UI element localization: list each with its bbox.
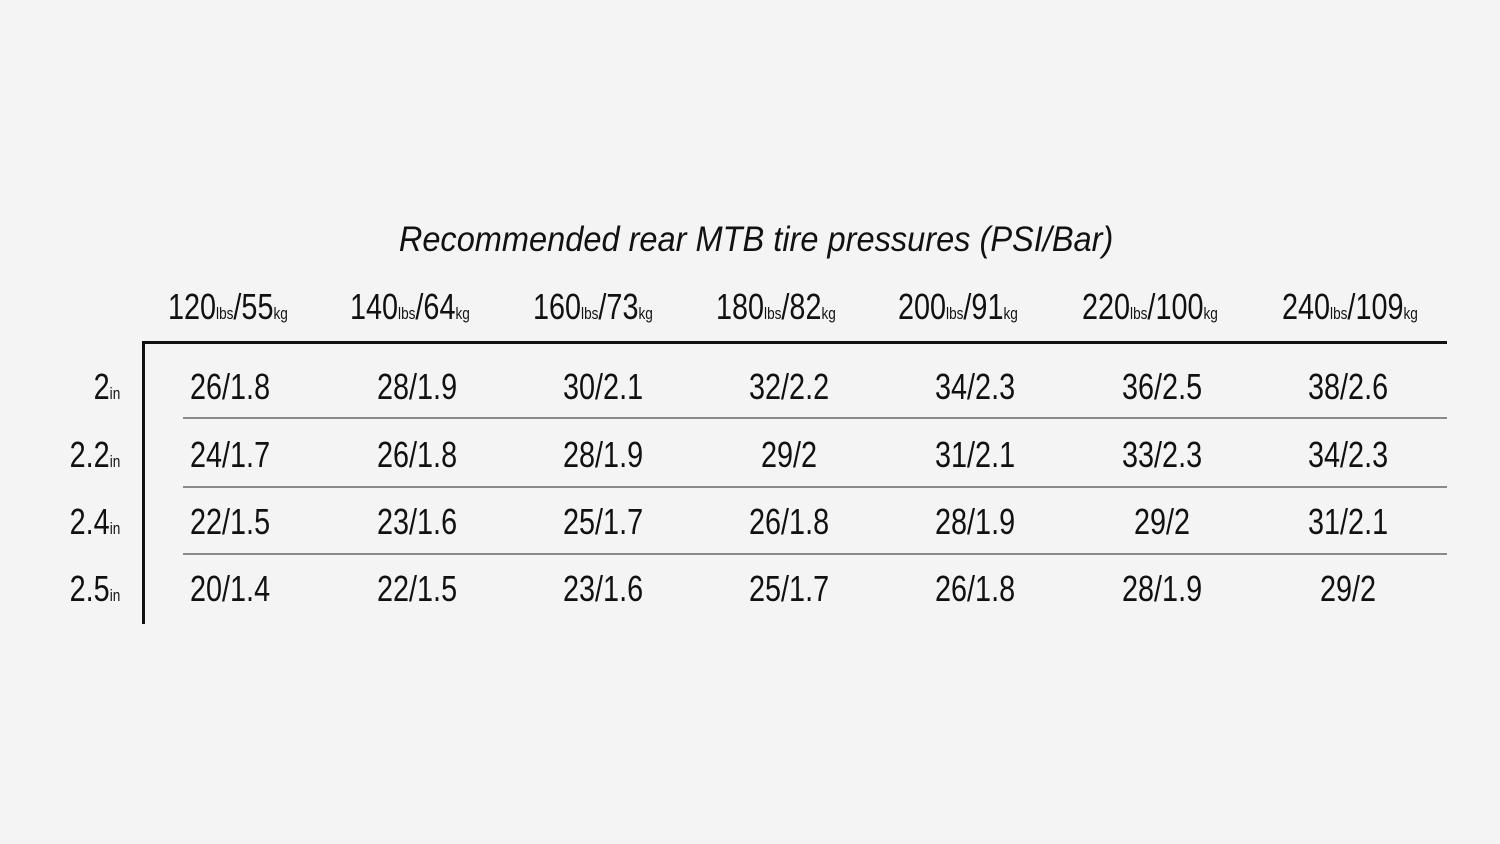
table-cell: 26/1.8 <box>748 501 830 542</box>
table-cell: 25/1.7 <box>748 568 830 609</box>
row-divider <box>183 486 1447 488</box>
table-cell: 38/2.6 <box>1307 366 1389 407</box>
row-divider <box>183 417 1447 419</box>
column-header: 120lbs/55kg <box>168 286 288 327</box>
table-cell: 28/1.9 <box>934 501 1016 542</box>
table-cell: 28/1.9 <box>562 434 644 475</box>
table-cell: 28/1.9 <box>376 366 458 407</box>
column-header: 180lbs/82kg <box>716 286 836 327</box>
column-header: 220lbs/100kg <box>1082 286 1218 327</box>
column-header: 140lbs/64kg <box>350 286 470 327</box>
table-cell: 29/2 <box>760 434 818 475</box>
row-label: 2in <box>93 366 120 407</box>
table-title-text: Recommended rear MTB tire pressures (PSI… <box>398 220 1114 259</box>
table-cell: 30/2.1 <box>562 366 644 407</box>
table-cell: 24/1.7 <box>189 434 271 475</box>
table-cell: 26/1.8 <box>934 568 1016 609</box>
table-cell: 34/2.3 <box>1307 434 1389 475</box>
row-divider <box>183 553 1447 555</box>
table-cell: 29/2 <box>1319 568 1377 609</box>
column-header: 240lbs/109kg <box>1282 286 1418 327</box>
table-cell: 31/2.1 <box>1307 501 1389 542</box>
table-cell: 20/1.4 <box>189 568 271 609</box>
row-label-divider <box>142 342 145 624</box>
table-cell: 26/1.8 <box>189 366 271 407</box>
table-cell: 32/2.2 <box>748 366 830 407</box>
table-cell: 33/2.3 <box>1121 434 1203 475</box>
column-header: 160lbs/73kg <box>533 286 653 327</box>
header-divider <box>142 341 1447 344</box>
table-cell: 29/2 <box>1133 501 1191 542</box>
table-cell: 36/2.5 <box>1121 366 1203 407</box>
row-label: 2.4in <box>69 501 120 542</box>
table-cell: 31/2.1 <box>934 434 1016 475</box>
table-title: Recommended rear MTB tire pressures (PSI… <box>0 220 1500 260</box>
row-label: 2.2in <box>69 434 120 475</box>
column-header: 200lbs/91kg <box>898 286 1018 327</box>
table-cell: 23/1.6 <box>376 501 458 542</box>
table-cell: 22/1.5 <box>189 501 271 542</box>
table-cell: 26/1.8 <box>376 434 458 475</box>
table-cell: 25/1.7 <box>562 501 644 542</box>
table-cell: 28/1.9 <box>1121 568 1203 609</box>
table-cell: 34/2.3 <box>934 366 1016 407</box>
table-cell: 23/1.6 <box>562 568 644 609</box>
table-cell: 22/1.5 <box>376 568 458 609</box>
row-label: 2.5in <box>69 568 120 609</box>
